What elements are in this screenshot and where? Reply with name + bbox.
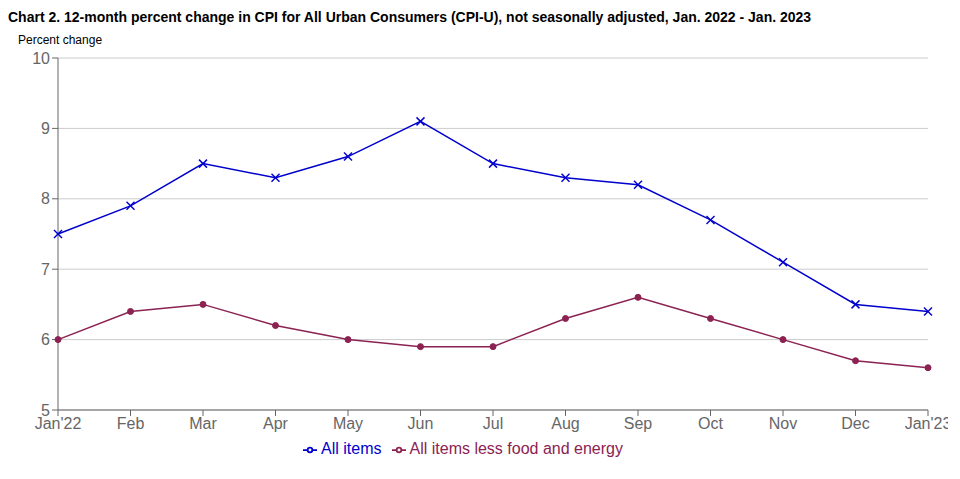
svg-text:Jun: Jun [408, 415, 434, 432]
svg-text:6: 6 [41, 331, 50, 348]
svg-text:7: 7 [41, 261, 50, 278]
svg-text:May: May [333, 415, 363, 432]
html-text:Percent change: Percent change [18, 33, 103, 47]
svg-text:Apr: Apr [263, 415, 289, 432]
svg-text:Dec: Dec [841, 415, 869, 432]
html-text:All items less food and energy: All items less food and energy [409, 440, 623, 457]
html-text:Chart 2. 12-month percent chan: Chart 2. 12-month percent change in CPI … [8, 9, 812, 25]
svg-text:Jan'22: Jan'22 [34, 415, 82, 433]
svg-text:10: 10 [32, 50, 50, 67]
svg-text:Nov: Nov [769, 415, 797, 432]
svg-text:Aug: Aug [551, 415, 579, 432]
svg-text:Jan'23: Jan'23 [905, 415, 948, 432]
html-text:All items: All items [321, 440, 382, 457]
svg-text:5: 5 [41, 402, 50, 419]
svg-text:Mar: Mar [189, 415, 217, 432]
svg-text:Feb: Feb [117, 415, 145, 432]
svg-text:Oct: Oct [698, 415, 723, 432]
svg-text:8: 8 [41, 190, 50, 207]
svg-text:Jul: Jul [483, 415, 503, 432]
svg-text:Sep: Sep [624, 415, 653, 432]
svg-text:9: 9 [41, 120, 50, 137]
